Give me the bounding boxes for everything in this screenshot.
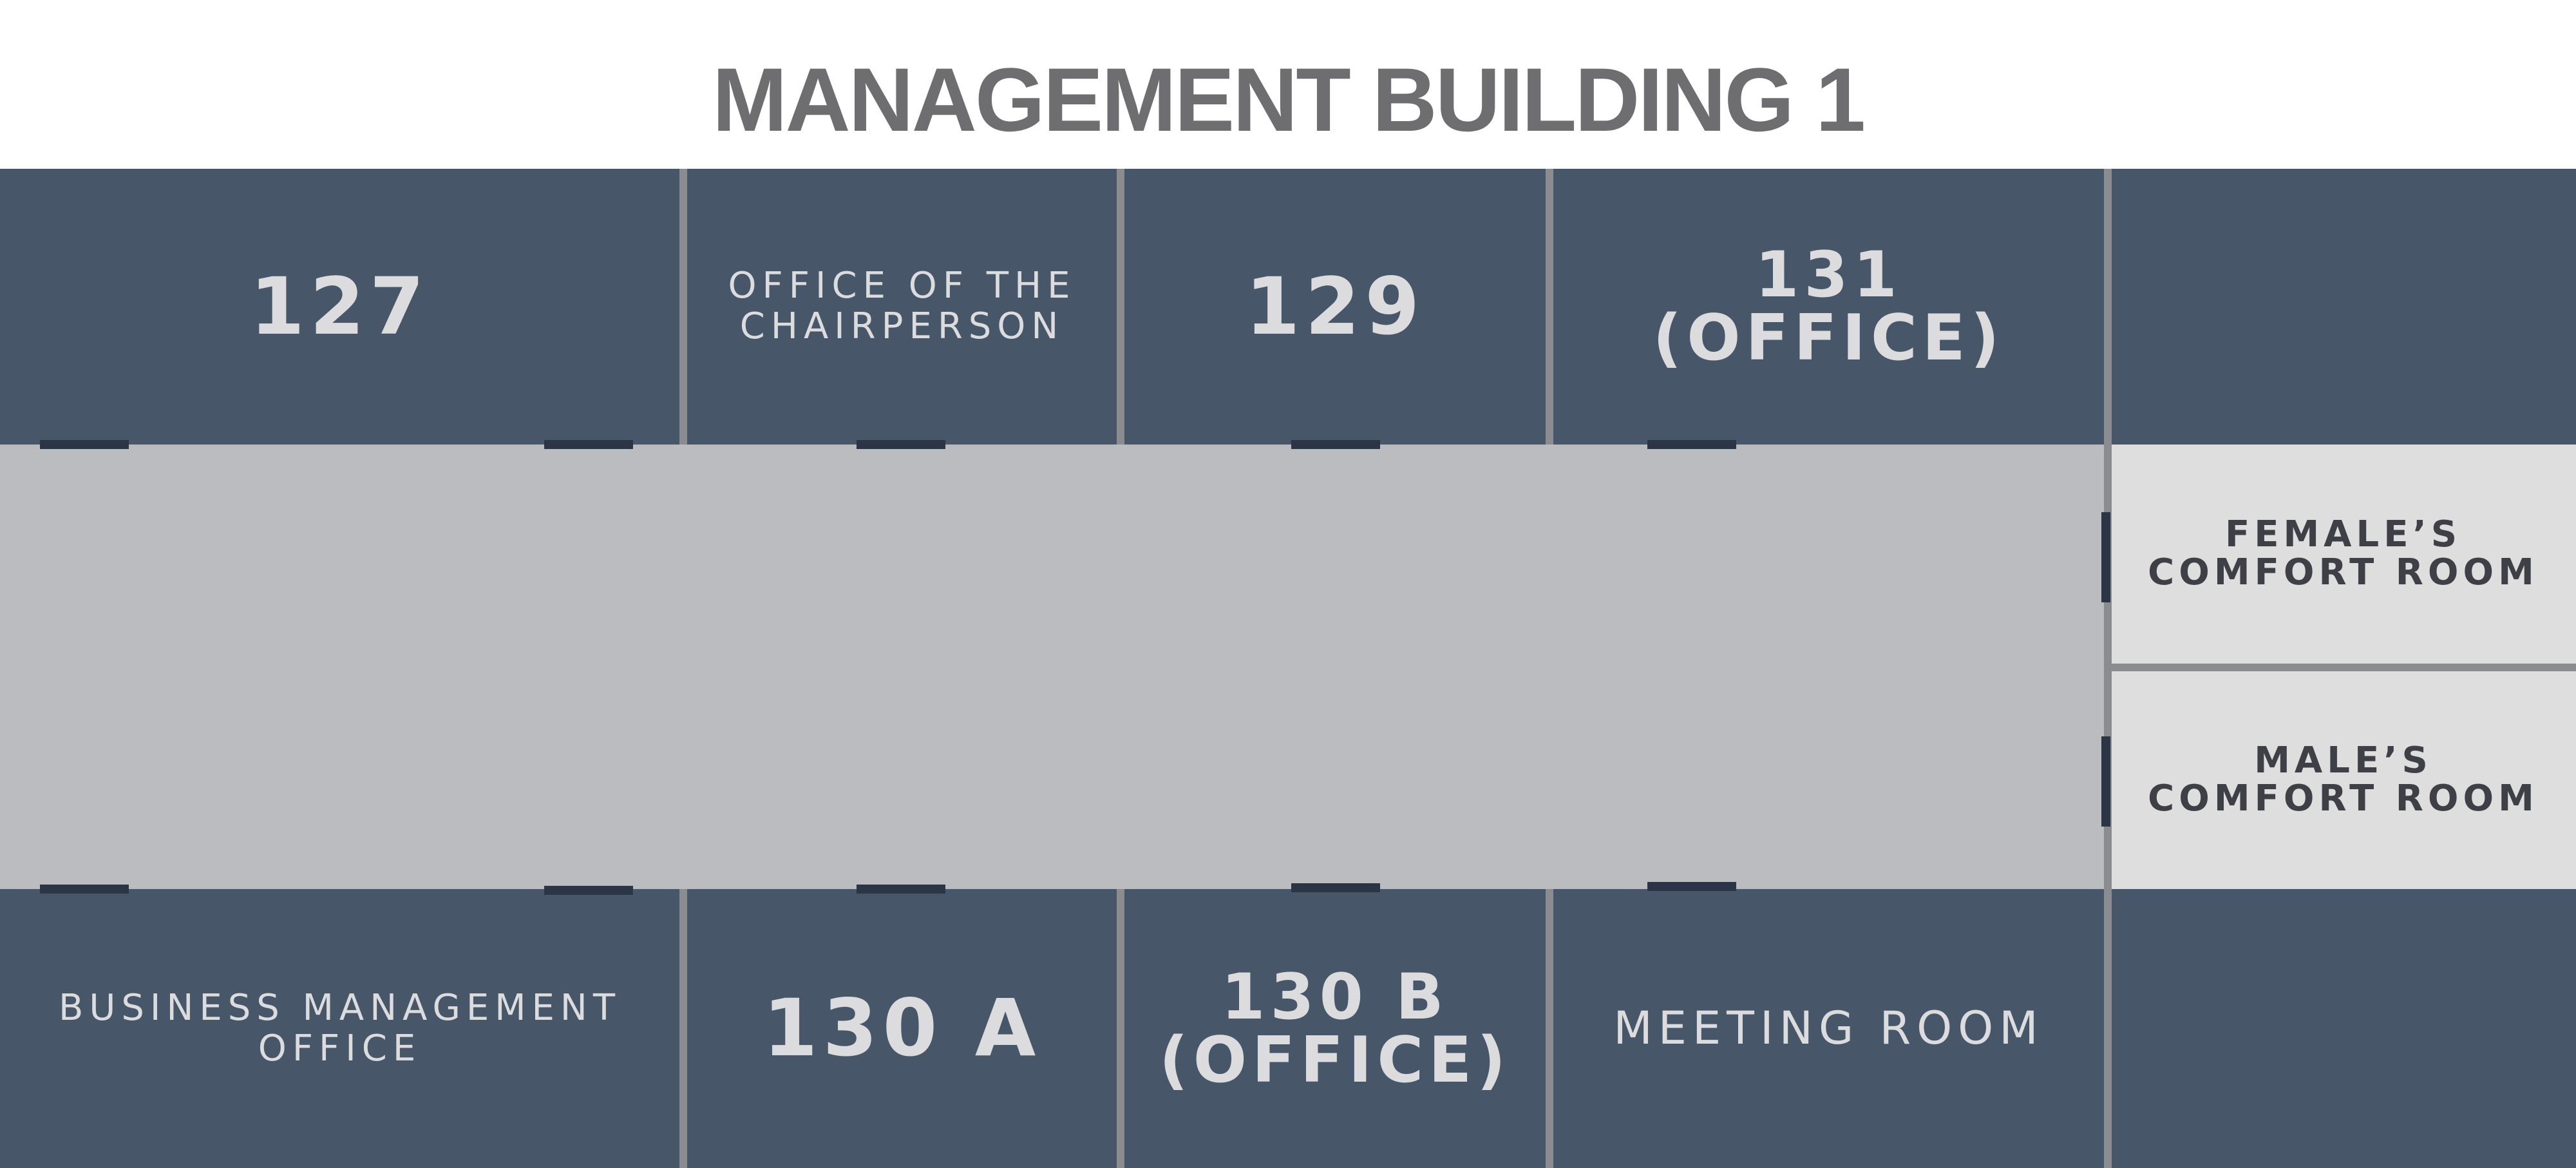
room-male-comfort-room[interactable]: MALE’S COMFORT ROOM bbox=[2110, 671, 2576, 889]
wall-divider bbox=[1117, 169, 1124, 445]
door-female-comfort-room bbox=[2101, 512, 2110, 602]
door-room-129 bbox=[1291, 440, 1380, 449]
room-business-management-office[interactable]: BUSINESS MANAGEMENT OFFICE bbox=[0, 889, 679, 1168]
room-129[interactable]: 129 bbox=[1124, 169, 1546, 445]
wall-divider bbox=[679, 889, 687, 1168]
male-comfort-room-label: MALE’S COMFORT ROOM bbox=[2148, 740, 2539, 819]
door-room-131 bbox=[1647, 440, 1736, 449]
wall-divider bbox=[1546, 169, 1553, 445]
room-unlabeled-top bbox=[2112, 169, 2576, 445]
door-business-office-left bbox=[40, 885, 129, 894]
room-130a-label: 130 A bbox=[762, 982, 1041, 1075]
door-business-office-right bbox=[544, 886, 633, 895]
room-female-comfort-room[interactable]: FEMALE’S COMFORT ROOM bbox=[2110, 445, 2576, 664]
room-130b-label: 130 B (OFFICE) bbox=[1159, 960, 1511, 1097]
door-room-130b bbox=[1291, 883, 1380, 892]
room-unlabeled-bottom bbox=[2112, 889, 2576, 1168]
room-chairperson-label: OFFICE OF THE CHAIRPERSON bbox=[728, 265, 1076, 347]
room-127[interactable]: 127 bbox=[0, 169, 679, 445]
door-chairperson bbox=[857, 440, 945, 449]
wall-divider bbox=[1546, 889, 1553, 1168]
room-meeting-room[interactable]: MEETING ROOM bbox=[1553, 889, 2104, 1168]
room-130a[interactable]: 130 A bbox=[687, 889, 1117, 1168]
map-title: MANAGEMENT BUILDING 1 bbox=[712, 49, 1866, 150]
meeting-room-label: MEETING ROOM bbox=[1613, 1002, 2044, 1055]
door-room-127-right bbox=[544, 440, 633, 449]
door-room-127-left bbox=[40, 440, 129, 449]
wall-divider bbox=[2112, 664, 2576, 671]
room-129-label: 129 bbox=[1245, 260, 1425, 352]
room-131-label: 131 (OFFICE) bbox=[1653, 238, 2005, 375]
room-127-label: 127 bbox=[250, 260, 430, 352]
room-130b-office[interactable]: 130 B (OFFICE) bbox=[1124, 889, 1546, 1168]
corridor bbox=[0, 445, 2108, 889]
wall-divider bbox=[2104, 169, 2112, 1168]
business-office-label: BUSINESS MANAGEMENT OFFICE bbox=[58, 986, 621, 1069]
wall-divider bbox=[679, 169, 687, 445]
female-comfort-room-label: FEMALE’S COMFORT ROOM bbox=[2148, 513, 2539, 593]
door-meeting-room bbox=[1647, 882, 1736, 891]
door-male-comfort-room bbox=[2101, 736, 2110, 827]
wall-divider bbox=[1117, 889, 1124, 1168]
room-office-of-the-chairperson[interactable]: OFFICE OF THE CHAIRPERSON bbox=[687, 169, 1117, 445]
door-room-130a bbox=[857, 885, 945, 894]
room-131-office[interactable]: 131 (OFFICE) bbox=[1553, 169, 2104, 445]
